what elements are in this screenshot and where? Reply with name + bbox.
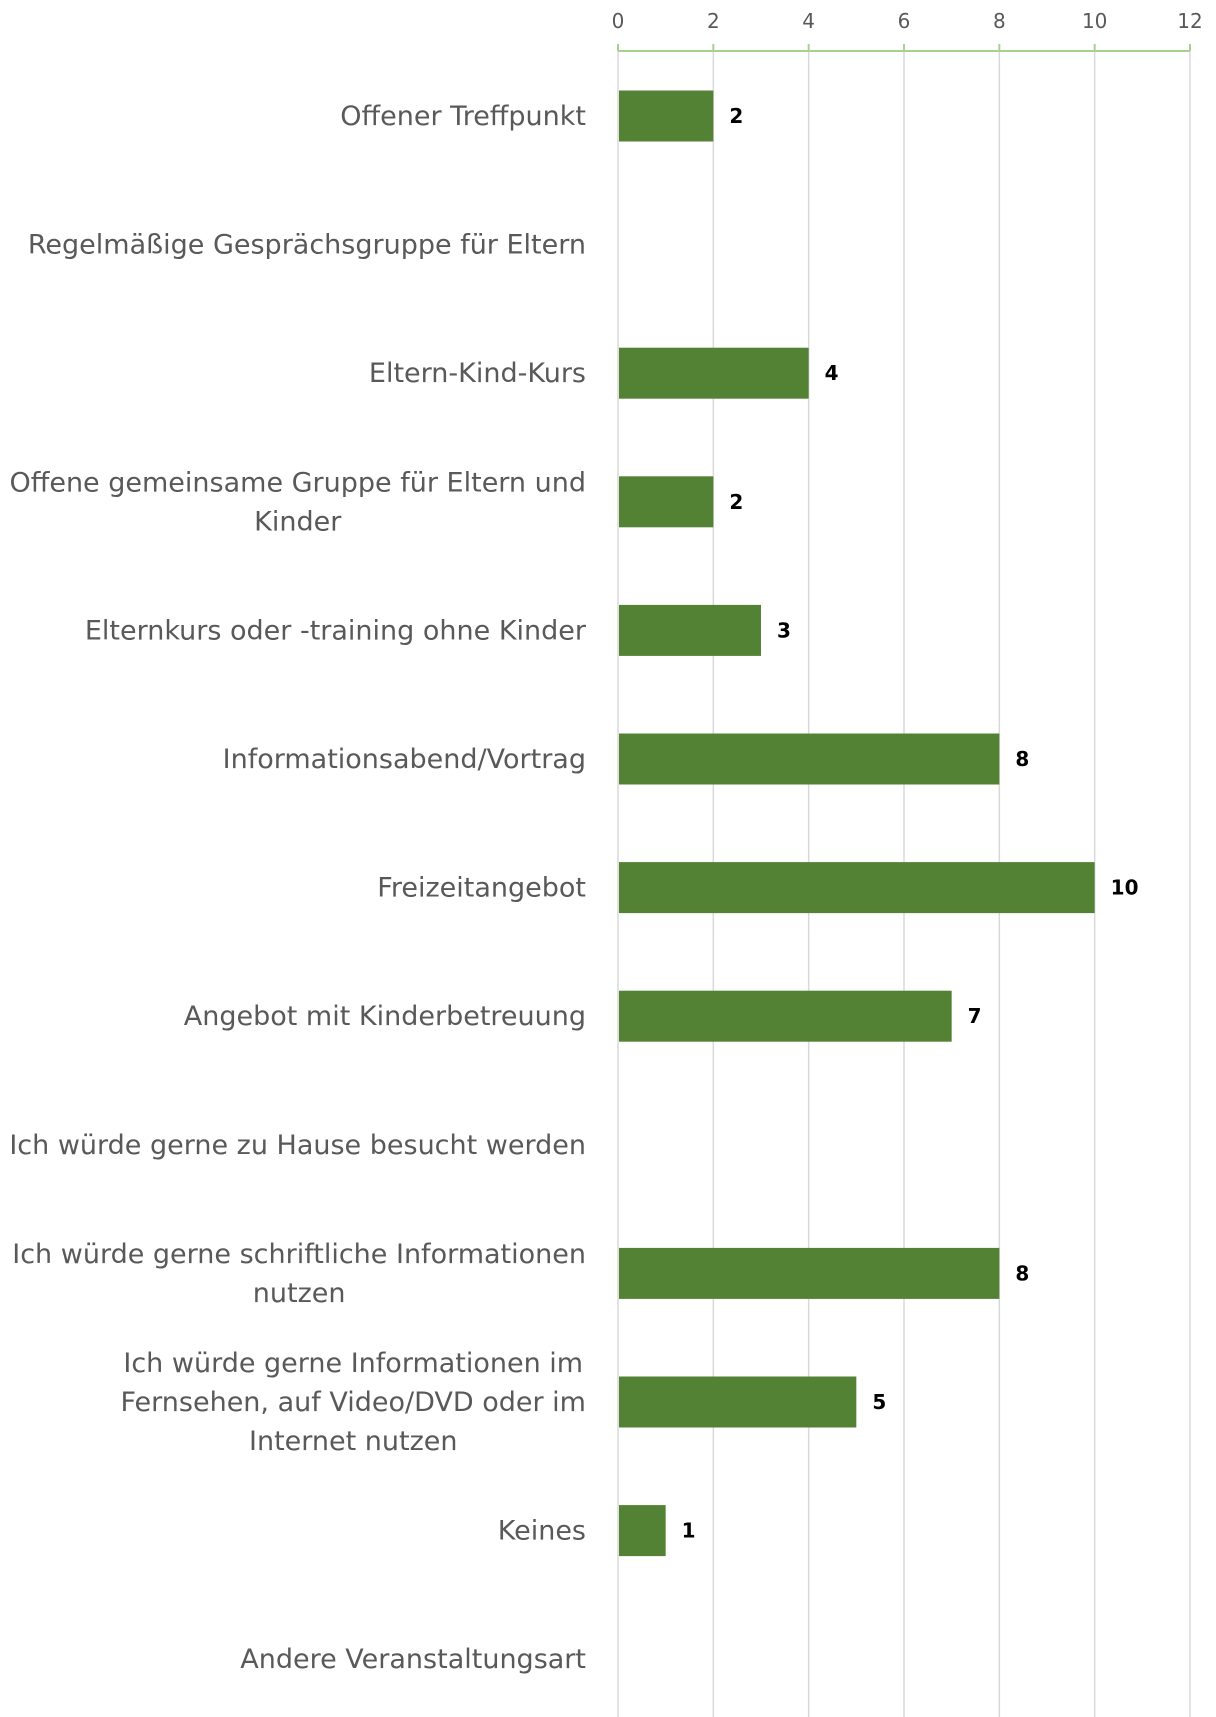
category-label-4: Elternkurs oder -training ohne Kinder	[85, 615, 587, 646]
category-label-9: Ich würde gerne schriftliche Information…	[12, 1239, 586, 1309]
category-label-line: Freizeitangebot	[377, 873, 586, 904]
category-label-line: Internet nutzen	[249, 1426, 458, 1457]
category-label-line: Offener Treffpunkt	[340, 101, 586, 132]
category-label-line: nutzen	[253, 1278, 346, 1309]
bar-10	[619, 1376, 857, 1428]
category-label-2: Eltern-Kind-Kurs	[369, 358, 586, 389]
bar-11	[619, 1505, 666, 1557]
category-label-line: Ich würde gerne Informationen im	[123, 1348, 583, 1379]
x-tick-label-6: 6	[898, 9, 911, 33]
bar-0	[619, 90, 714, 142]
category-labels: Offener Treffpunkt Regelmäßige Gesprächsg…	[9, 101, 587, 1675]
bar-2	[619, 347, 809, 399]
x-tick-label-10: 10	[1082, 9, 1107, 33]
x-tick-labels: 0 2 4 6 8 10 12	[612, 9, 1203, 33]
x-tick-label-2: 2	[707, 9, 720, 33]
bar-6	[619, 862, 1095, 914]
category-label-line: Ich würde gerne zu Hause besucht werden	[9, 1130, 586, 1161]
category-label-line: Eltern-Kind-Kurs	[369, 358, 586, 389]
category-label-line: Offene gemeinsame Gruppe für Eltern und	[9, 467, 586, 498]
category-label-line: Kinder	[254, 506, 342, 537]
bar-4	[619, 604, 761, 656]
data-labels: 2 4 2 3 8 10 7 8 5 1	[682, 104, 1139, 1543]
category-label-12: Andere Veranstaltungsart	[240, 1644, 586, 1675]
category-label-11: Keines	[498, 1516, 586, 1547]
data-label-5: 8	[1015, 747, 1029, 771]
category-label-10: Ich würde gerne Informationen im Fernsehe…	[121, 1348, 587, 1457]
category-label-5: Informationsabend/Vortrag	[223, 744, 586, 775]
category-label-8: Ich würde gerne zu Hause besucht werden	[9, 1130, 586, 1161]
bar-9	[619, 1247, 1000, 1299]
category-label-1: Regelmäßige Gesprächsgruppe für Eltern	[28, 230, 586, 261]
category-label-6: Freizeitangebot	[377, 873, 586, 904]
x-tick-label-4: 4	[802, 9, 815, 33]
data-label-10: 5	[872, 1390, 886, 1414]
x-tick-label-12: 12	[1177, 9, 1202, 33]
data-label-9: 8	[1015, 1261, 1029, 1285]
data-label-11: 1	[682, 1519, 696, 1543]
data-label-2: 4	[825, 361, 839, 385]
bars	[619, 90, 1095, 1557]
data-label-4: 3	[777, 618, 791, 642]
category-label-line: Elternkurs oder -training ohne Kinder	[85, 615, 587, 646]
bar-5	[619, 733, 1000, 785]
category-label-0: Offener Treffpunkt	[340, 101, 586, 132]
x-tick-label-0: 0	[612, 9, 625, 33]
category-label-line: Regelmäßige Gesprächsgruppe für Eltern	[28, 230, 586, 261]
category-label-line: Keines	[498, 1516, 586, 1547]
bar-3	[619, 476, 714, 528]
category-label-3: Offene gemeinsame Gruppe für Eltern und K…	[9, 467, 586, 537]
category-label-line: Angebot mit Kinderbetreuung	[184, 1001, 586, 1032]
category-label-7: Angebot mit Kinderbetreuung	[184, 1001, 586, 1032]
data-label-0: 2	[729, 104, 743, 128]
category-label-line: Andere Veranstaltungsart	[240, 1644, 586, 1675]
x-tick-label-8: 8	[993, 9, 1006, 33]
category-label-line: Fernsehen, auf Video/DVD oder im	[121, 1387, 587, 1418]
data-label-7: 7	[968, 1004, 982, 1028]
data-label-3: 2	[729, 490, 743, 514]
category-label-line: Ich würde gerne schriftliche Information…	[12, 1239, 586, 1270]
x-axis	[617, 44, 1191, 52]
data-label-6: 10	[1111, 876, 1139, 900]
category-label-line: Informationsabend/Vortrag	[223, 744, 586, 775]
bar-7	[619, 990, 952, 1042]
